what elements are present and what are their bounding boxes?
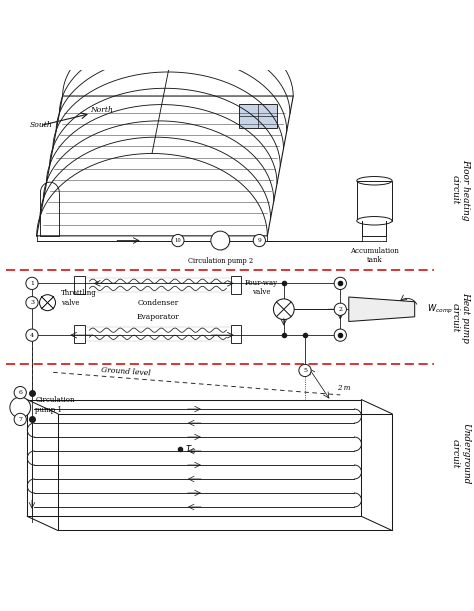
Text: 2 m: 2 m bbox=[337, 384, 350, 392]
Text: 6: 6 bbox=[18, 390, 22, 395]
Circle shape bbox=[26, 329, 38, 342]
Text: North: North bbox=[90, 106, 113, 114]
Polygon shape bbox=[41, 296, 54, 309]
Text: $W_{comp}$: $W_{comp}$ bbox=[428, 302, 454, 316]
Polygon shape bbox=[349, 297, 415, 321]
Text: 2: 2 bbox=[338, 307, 342, 312]
Polygon shape bbox=[41, 296, 54, 309]
Circle shape bbox=[10, 397, 30, 418]
Text: 3: 3 bbox=[30, 300, 34, 305]
Text: Circulation
pump 1: Circulation pump 1 bbox=[35, 397, 75, 414]
Text: Underground
circuit: Underground circuit bbox=[451, 423, 470, 485]
Text: Condenser: Condenser bbox=[137, 299, 179, 307]
Ellipse shape bbox=[357, 216, 392, 225]
Text: 4: 4 bbox=[30, 332, 34, 338]
Circle shape bbox=[273, 299, 294, 320]
Circle shape bbox=[26, 296, 38, 309]
Bar bbox=[74, 325, 85, 343]
Bar bbox=[74, 276, 85, 294]
Circle shape bbox=[26, 277, 38, 290]
Text: Four-way
valve: Four-way valve bbox=[245, 279, 278, 296]
Circle shape bbox=[39, 295, 55, 310]
Text: 5: 5 bbox=[303, 368, 307, 373]
Text: Heat pump
circuit: Heat pump circuit bbox=[451, 292, 470, 343]
Text: 1: 1 bbox=[338, 332, 342, 338]
Text: $T_G$: $T_G$ bbox=[185, 444, 196, 456]
Text: Ground level: Ground level bbox=[101, 365, 151, 377]
FancyBboxPatch shape bbox=[239, 104, 277, 128]
Bar bbox=[231, 276, 241, 294]
Circle shape bbox=[253, 235, 265, 247]
Circle shape bbox=[14, 387, 27, 399]
Text: South: South bbox=[30, 121, 53, 129]
Text: Evaporator: Evaporator bbox=[137, 313, 179, 321]
Circle shape bbox=[334, 303, 346, 315]
Bar bbox=[231, 325, 241, 343]
Circle shape bbox=[211, 231, 230, 250]
Text: 10: 10 bbox=[174, 238, 181, 243]
Text: 7: 7 bbox=[18, 417, 22, 422]
Bar bbox=[357, 181, 392, 221]
Polygon shape bbox=[20, 397, 30, 418]
Text: 1: 1 bbox=[30, 281, 34, 286]
Text: 8: 8 bbox=[338, 281, 342, 286]
Circle shape bbox=[172, 235, 184, 247]
Text: Accumulation
tank: Accumulation tank bbox=[350, 247, 399, 264]
Circle shape bbox=[334, 277, 346, 290]
Text: Floor heating
circuit: Floor heating circuit bbox=[451, 159, 470, 221]
Text: 9: 9 bbox=[257, 238, 261, 243]
Circle shape bbox=[14, 413, 27, 425]
Text: Throttling
valve: Throttling valve bbox=[61, 290, 96, 307]
Circle shape bbox=[299, 364, 311, 376]
Circle shape bbox=[334, 329, 346, 342]
Text: Circulation pump 2: Circulation pump 2 bbox=[188, 257, 253, 265]
